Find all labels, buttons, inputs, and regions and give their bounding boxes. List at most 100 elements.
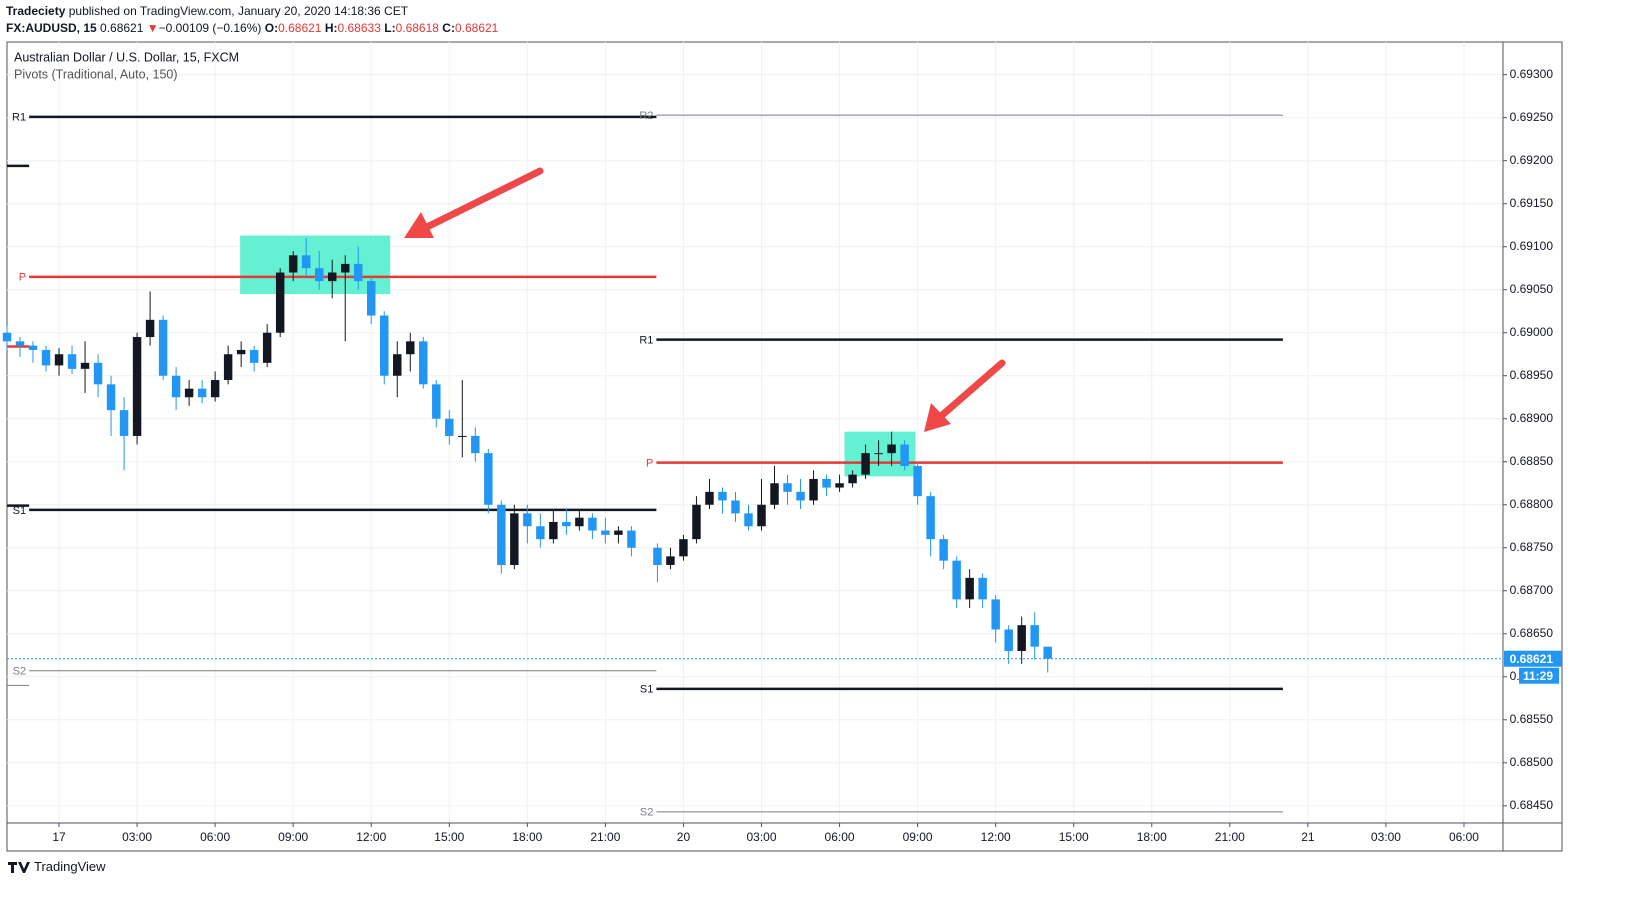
ohlc-key: L: [384, 21, 396, 35]
candle-body [952, 560, 961, 600]
arrow-shaft [421, 167, 544, 232]
y-tick-label: 0.69100 [1510, 239, 1554, 253]
pivot-label: S1 [13, 505, 26, 517]
candle-body [314, 268, 324, 282]
chart-title: Australian Dollar / U.S. Dollar, 15, FXC… [14, 50, 239, 64]
candle-body [236, 349, 246, 355]
arrow [924, 359, 1006, 432]
candle-body [705, 491, 714, 505]
candle-body [497, 504, 506, 565]
y-tick-label: 0.68750 [1510, 540, 1554, 554]
y-tick-label: 0.69150 [1510, 196, 1554, 210]
candle-layer [2, 238, 1052, 673]
pivot-label: P [646, 458, 653, 470]
candle-body [367, 281, 376, 316]
candle-body [2, 332, 12, 342]
candle-body [848, 474, 857, 484]
candle-body [262, 332, 272, 363]
candle-body [93, 362, 103, 385]
candle-body [731, 500, 740, 514]
candle-body [80, 362, 90, 369]
pivot-label: P [19, 272, 26, 284]
x-tick-label: 09:00 [278, 830, 308, 844]
pivot-label: S1 [640, 684, 653, 696]
candle-body [288, 255, 298, 273]
candle-body [575, 517, 584, 527]
candle-body [809, 478, 818, 501]
candle-body [627, 530, 636, 548]
candle-body [380, 315, 389, 376]
candle-body [249, 349, 259, 363]
candle-body [796, 491, 805, 501]
ohlc-key: C: [442, 21, 455, 35]
candle-body [523, 513, 532, 527]
candle-body [666, 556, 675, 565]
candle-body [223, 354, 233, 381]
x-tick-label: 21:00 [590, 830, 620, 844]
candle-body [106, 384, 116, 411]
candle-body [874, 453, 883, 455]
y-tick-label: 0.68500 [1510, 755, 1554, 769]
pivot-label: R2 [639, 110, 653, 122]
y-tick-label: 0.68550 [1510, 712, 1554, 726]
candle-body [900, 444, 909, 467]
x-tick-label: 06:00 [825, 830, 855, 844]
publish-line: Tradeciety published on TradingView.com,… [6, 4, 408, 18]
y-tick-label: 0.69000 [1510, 325, 1554, 339]
candle-body [614, 530, 623, 535]
pivot-label: R1 [639, 335, 653, 347]
ohlc-value: 0.68618 [395, 21, 439, 35]
candle-body [275, 272, 285, 333]
candle-body [171, 375, 181, 398]
candle-body [887, 444, 896, 454]
candle-body [991, 599, 1000, 630]
change: −0.00109 (−0.16%) [158, 21, 262, 35]
candle-body [184, 388, 194, 398]
ohlc-value: 0.68621 [454, 21, 499, 35]
candle-body [458, 435, 467, 437]
candle-body [692, 504, 701, 540]
candle-body [913, 466, 922, 497]
candle-body [536, 526, 545, 540]
candle-body [54, 354, 64, 366]
logo [8, 861, 30, 873]
ohlc-key: O: [264, 21, 279, 35]
pivot-label: S2 [640, 807, 653, 819]
candle-body [301, 255, 311, 269]
y-tick-label: 0.69250 [1510, 110, 1554, 124]
candle-body [510, 513, 519, 565]
y-tick-label: 0.68800 [1510, 497, 1554, 511]
last-price-label: 0.68621 [1510, 652, 1554, 666]
axes: 0.684500.685000.685500.686000.686500.687… [7, 67, 1562, 844]
candle-body [158, 319, 168, 376]
x-tick-label: 15:00 [1059, 830, 1089, 844]
last-price-box [1504, 650, 1562, 667]
grid [7, 42, 1503, 823]
x-tick-label: 03:00 [122, 830, 152, 844]
publisher: Tradeciety [6, 4, 66, 18]
candle-body [119, 410, 129, 436]
candle-body [926, 496, 935, 540]
x-tick-label: 06:00 [1449, 830, 1479, 844]
chart-subtitle: Pivots (Traditional, Auto, 150) [14, 67, 178, 81]
pivot-layer: R1 P S1 S2 R2 R1 P S1 S2 [7, 110, 1283, 819]
candle-body [965, 577, 974, 600]
candle-body [145, 319, 155, 338]
arrow: ▼ [146, 21, 159, 35]
symbol-line: FX:AUDUSD, 15 0.68621 ▼−0.00109 (−0.16%)… [6, 21, 498, 35]
highlight-box [240, 235, 391, 295]
candle-body [588, 517, 597, 531]
candle-body [484, 453, 493, 505]
y-tick-label: 0.68700 [1510, 583, 1554, 597]
candle-body [327, 272, 337, 282]
y-tick-label: 0.68950 [1510, 368, 1554, 382]
candle-body [1004, 629, 1013, 651]
x-tick-label: 12:00 [356, 830, 386, 844]
candle-body [757, 504, 766, 527]
x-tick-label: 03:00 [1371, 830, 1401, 844]
y-tick-label: 0.69050 [1510, 282, 1554, 296]
countdown: 11:29 [1523, 669, 1553, 683]
ohlc-key: H: [324, 21, 338, 35]
